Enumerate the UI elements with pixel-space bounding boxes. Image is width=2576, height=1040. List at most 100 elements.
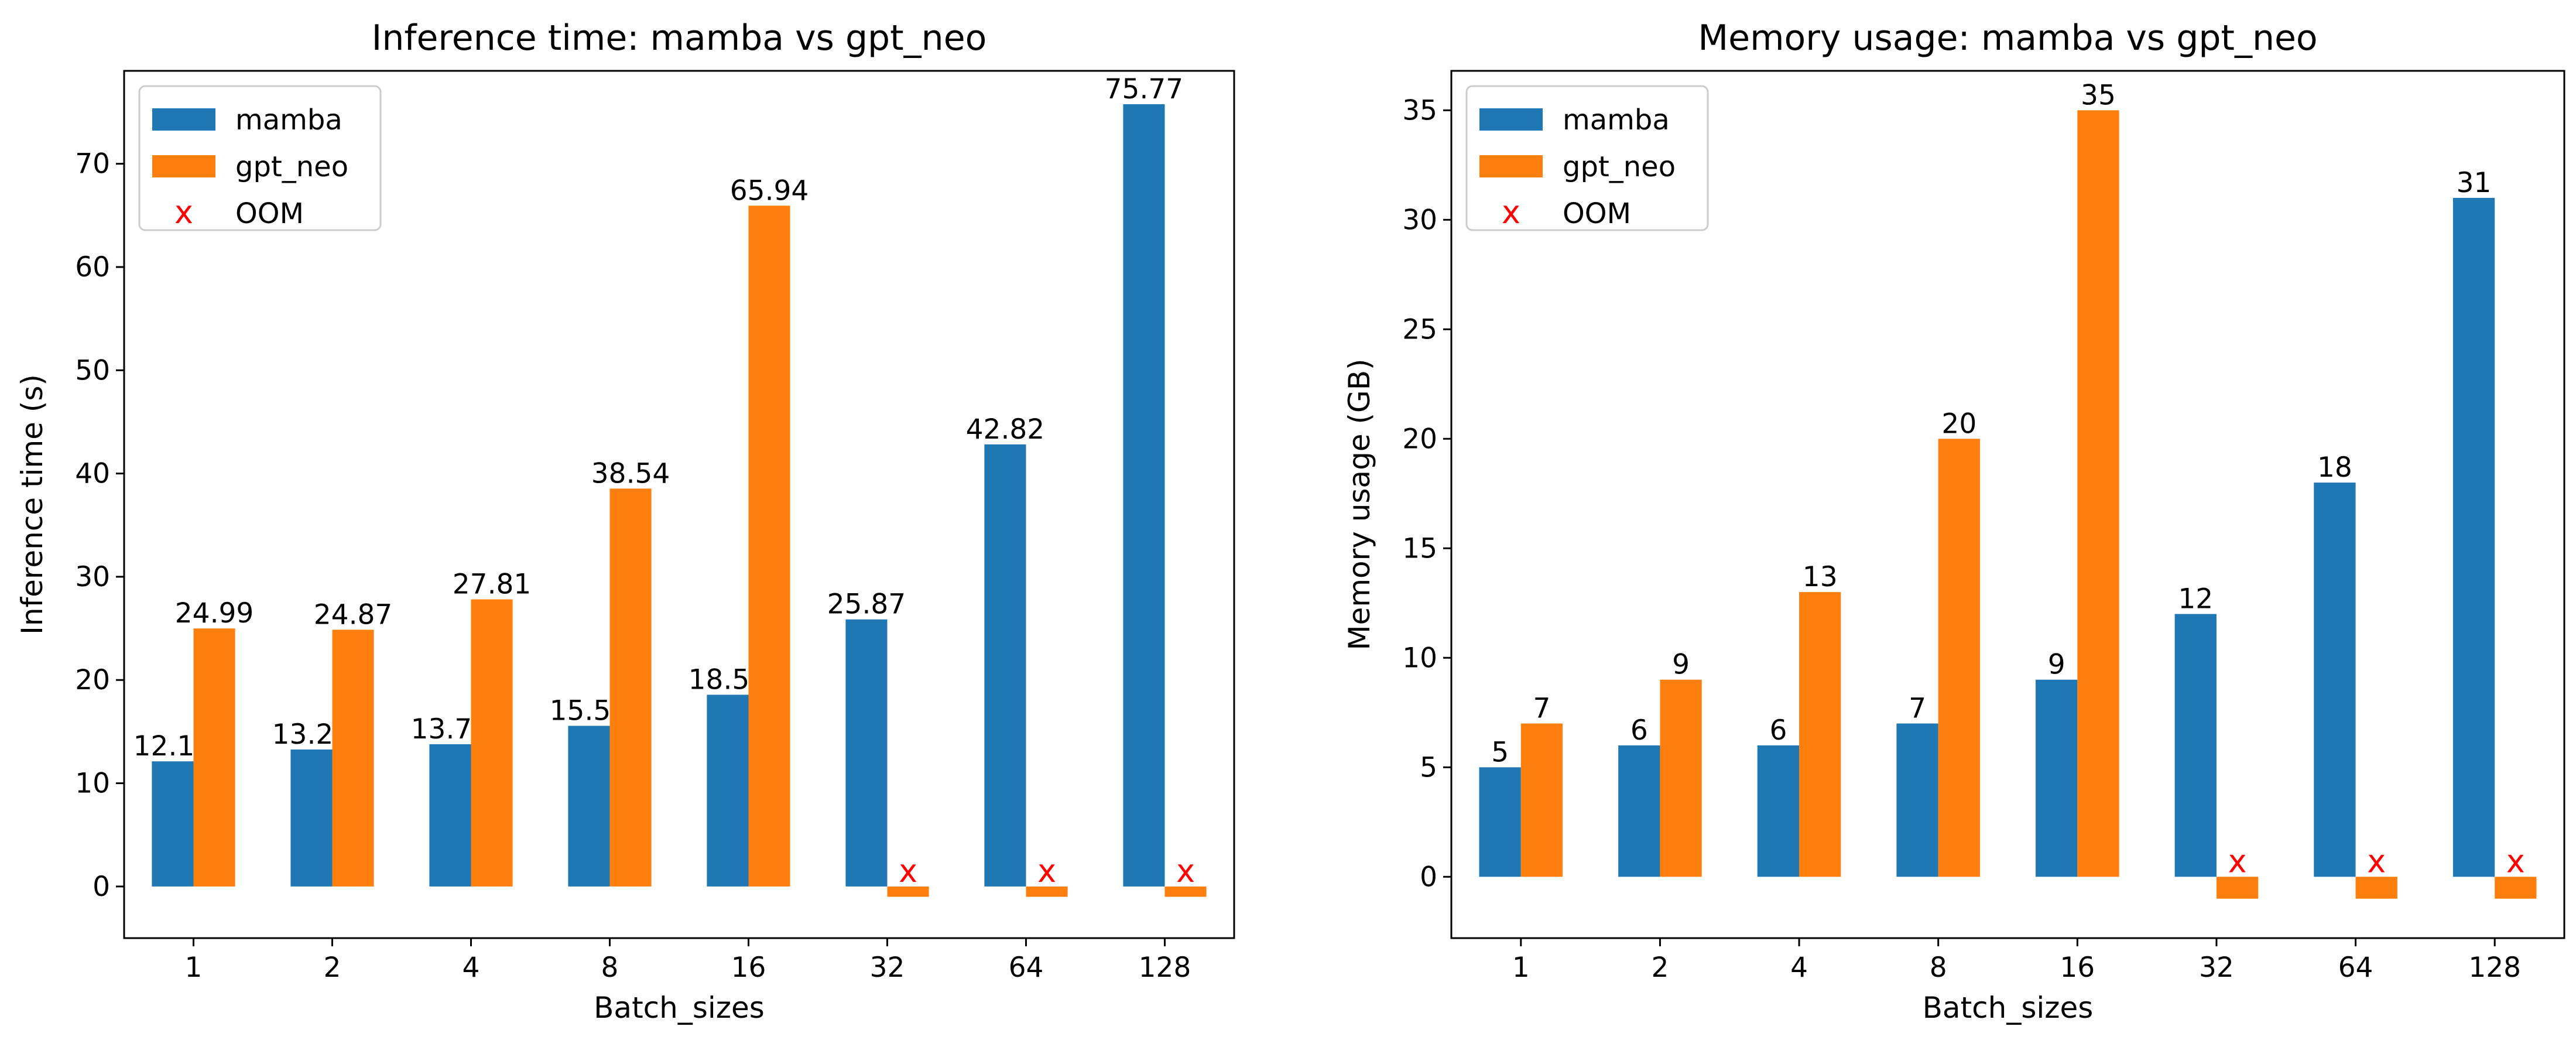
data-label-mamba-64: 18	[2317, 451, 2352, 484]
data-label-mamba-1: 5	[1491, 736, 1509, 768]
y-tick-label: 30	[1402, 204, 1437, 236]
x-tick-label: 16	[731, 952, 766, 984]
bar-mamba-16	[707, 695, 749, 887]
bar-mamba-8	[1896, 723, 1938, 877]
x-tick-label: 32	[870, 952, 905, 984]
bar-mamba-4	[429, 744, 471, 887]
y-tick-label: 0	[93, 871, 110, 903]
x-tick-label: 8	[601, 952, 619, 984]
data-label-mamba-32: 25.87	[827, 589, 906, 621]
y-tick-label: 15	[1402, 532, 1437, 565]
bar-gpt_neo-2	[1660, 679, 1702, 877]
bar-mamba-32	[2174, 614, 2217, 877]
bar-gpt_neo-8	[609, 488, 652, 887]
bar-gpt_neo-4	[1799, 592, 1841, 877]
data-label-mamba-64: 42.82	[966, 413, 1045, 446]
oom-marker-64: x	[2367, 843, 2386, 880]
data-label-gpt_neo-8: 20	[1941, 408, 1976, 440]
y-axis-label: Memory usage (GB)	[1342, 358, 1376, 650]
legend-label-oom: OOM	[1563, 197, 1631, 230]
bar-gpt_neo-128	[1164, 886, 1207, 897]
x-tick-label: 2	[1651, 952, 1669, 984]
chart-title: Memory usage: mamba vs gpt_neo	[1698, 18, 2317, 59]
y-tick-label: 25	[1402, 313, 1437, 345]
bar-mamba-4	[1757, 745, 1800, 877]
bar-gpt_neo-32	[887, 886, 929, 897]
data-label-gpt_neo-8: 38.54	[591, 457, 670, 490]
legend-swatch-gpt_neo	[152, 155, 215, 177]
bar-gpt_neo-128	[2495, 877, 2537, 899]
oom-marker-128: x	[1176, 853, 1195, 890]
y-tick-label: 60	[75, 251, 110, 283]
data-label-mamba-32: 12	[2178, 583, 2213, 615]
legend-label-oom: OOM	[235, 197, 304, 230]
data-label-gpt_neo-1: 24.99	[175, 597, 254, 630]
bar-mamba-128	[2452, 197, 2495, 877]
y-tick-label: 50	[75, 354, 110, 386]
legend-swatch-mamba	[1479, 108, 1543, 131]
y-tick-label: 10	[1402, 642, 1437, 674]
x-tick-label: 128	[1139, 952, 1191, 984]
y-tick-label: 20	[75, 664, 110, 696]
bar-mamba-2	[290, 749, 333, 887]
oom-marker-32: x	[899, 853, 917, 890]
x-tick-label: 2	[324, 952, 341, 984]
chart-title: Inference time: mamba vs gpt_neo	[372, 18, 987, 59]
y-tick-label: 5	[1420, 751, 1437, 784]
legend-label-mamba: mamba	[235, 104, 342, 136]
x-tick-label: 4	[1790, 952, 1808, 984]
x-tick-label: 64	[1009, 952, 1044, 984]
data-label-gpt_neo-4: 27.81	[453, 569, 532, 601]
oom-marker-128: x	[2506, 843, 2525, 880]
y-tick-label: 0	[1420, 861, 1437, 893]
axes-frame	[1450, 70, 2565, 939]
data-label-gpt_neo-2: 9	[1672, 649, 1690, 681]
data-label-mamba-16: 9	[2048, 649, 2065, 681]
legend-oom-marker: x	[1502, 194, 1520, 231]
data-label-mamba-4: 6	[1769, 714, 1787, 747]
legend-oom-marker: x	[174, 194, 193, 231]
x-tick-label: 1	[1512, 952, 1530, 984]
oom-marker-64: x	[1037, 853, 1056, 890]
data-label-gpt_neo-1: 7	[1533, 692, 1551, 724]
data-label-gpt_neo-16: 65.94	[730, 175, 809, 207]
bar-gpt_neo-64	[1026, 886, 1068, 897]
bar-mamba-8	[568, 726, 610, 887]
y-tick-label: 10	[75, 768, 110, 800]
data-label-gpt_neo-4: 13	[1803, 561, 1838, 593]
legend-swatch-gpt_neo	[1479, 155, 1543, 177]
bar-mamba-1	[152, 761, 194, 887]
chart-inference-time: 12.12 13.27 13.7815.5618.5725.8742.8275.77…	[15, 18, 1235, 1025]
x-axis-label: Batch_sizes	[594, 991, 765, 1025]
x-tick-label: 4	[463, 952, 480, 984]
data-label-mamba-128: 31	[2457, 167, 2492, 199]
bar-gpt_neo-4	[471, 599, 513, 887]
bar-mamba-16	[2036, 679, 2078, 877]
legend-label-gpt_neo: gpt_neo	[1563, 150, 1676, 183]
data-label-gpt_neo-16: 35	[2081, 79, 2116, 111]
bar-gpt_neo-16	[748, 206, 790, 887]
x-tick-label: 1	[185, 952, 203, 984]
x-tick-label: 16	[2060, 952, 2095, 984]
bar-mamba-1	[1479, 767, 1521, 877]
x-tick-label: 32	[2199, 952, 2234, 984]
data-label-mamba-128: 75.77	[1105, 73, 1184, 105]
oom-marker-32: x	[2228, 843, 2247, 880]
bar-gpt_neo-32	[2216, 877, 2259, 899]
bar-gpt_neo-1	[1520, 723, 1563, 877]
bar-gpt_neo-8	[1938, 439, 1980, 877]
bar-mamba-32	[845, 619, 888, 887]
bar-gpt_neo-64	[2355, 877, 2397, 899]
y-tick-label: 40	[75, 458, 110, 490]
data-label-gpt_neo-2: 24.87	[314, 598, 393, 631]
bar-gpt_neo-1	[193, 628, 235, 887]
y-axis-label: Inference time (s)	[15, 374, 49, 635]
y-tick-label: 30	[75, 561, 110, 593]
bar-mamba-128	[1123, 104, 1165, 887]
bar-mamba-2	[1618, 745, 1660, 877]
x-tick-label: 8	[1930, 952, 1947, 984]
y-tick-label: 20	[1402, 423, 1437, 455]
